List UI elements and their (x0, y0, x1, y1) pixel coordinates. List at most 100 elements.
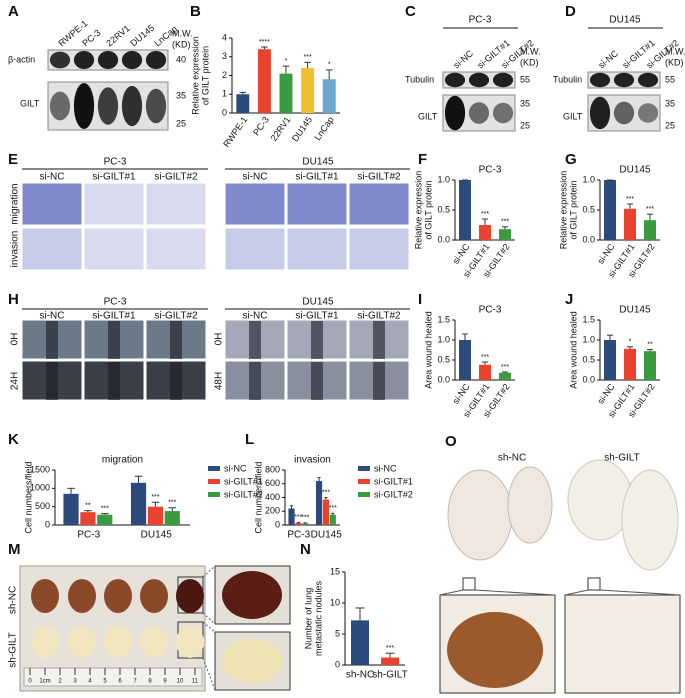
row-label: invasion (10, 231, 21, 268)
blot-row-label: Tubulin (553, 74, 582, 84)
significance: **** (259, 39, 270, 46)
panel-letter: J (565, 291, 573, 308)
y-axis-label: Relative expression (413, 171, 423, 250)
panel-letter: O (445, 433, 457, 450)
zoom-line (202, 657, 216, 691)
y-tick-label: 1.0 (582, 174, 595, 184)
bar (63, 493, 79, 525)
micrograph (21, 227, 83, 271)
y-tick-label: 500 (35, 501, 50, 511)
ruler (23, 667, 203, 687)
y-tick-label: 0.0 (582, 374, 595, 384)
band (613, 101, 635, 125)
ruler-label: 8 (148, 679, 152, 685)
y-tick-label: 5 (335, 628, 340, 638)
y-tick-label: 2 (222, 70, 227, 80)
chart-title: invasion (294, 455, 331, 466)
band (492, 102, 514, 124)
micrograph (145, 182, 207, 226)
significance: *** (501, 219, 509, 226)
wound-gap (170, 362, 182, 400)
lane-label: si-NC (596, 48, 620, 70)
band (492, 72, 514, 88)
column-label: si-GILT#1 (295, 172, 339, 183)
y-tick-label: 0 (45, 519, 50, 529)
blot-row-label: Tubulin (405, 74, 434, 84)
y-tick-label: 0.0 (582, 234, 595, 244)
bar (499, 229, 511, 240)
y-axis-label: of GILT protein (568, 180, 578, 239)
significance: *** (151, 494, 159, 501)
column-label: si-NC (243, 172, 268, 183)
y-tick-label: 1 (222, 89, 227, 99)
mw-label: M.W. (172, 28, 193, 38)
mw-marker: 35 (665, 98, 675, 108)
legend-label: si-NC (374, 463, 397, 473)
band (637, 72, 659, 88)
row-label: migration (10, 183, 21, 224)
y-axis-label: Area wound healed (423, 311, 433, 389)
panel-letter: H (8, 291, 19, 308)
y-axis-label: of GILT protein (423, 180, 433, 239)
chart-title: PC-3 (479, 305, 502, 316)
mw-label: (KD) (172, 39, 191, 49)
lung (140, 626, 168, 658)
wound-gap (373, 321, 385, 359)
bar (499, 372, 511, 380)
lane-label: 22RV1 (104, 23, 131, 48)
ruler-label: 2 (58, 679, 62, 685)
micrograph (224, 182, 286, 226)
panel-letter: G (565, 151, 577, 168)
band (468, 72, 490, 88)
micrograph (348, 182, 410, 226)
y-axis-label: Cell numbers/field (253, 461, 263, 533)
bar (644, 351, 656, 380)
mw-marker: 25 (176, 118, 186, 128)
significance: *** (294, 514, 302, 521)
chart-title: PC-3 (479, 165, 502, 176)
row-label: 24H (10, 372, 21, 390)
y-tick-label: 0.5 (582, 204, 595, 214)
bar (97, 514, 113, 525)
y-axis-label: metastatic nodules (313, 580, 323, 656)
significance: *** (481, 354, 489, 361)
tumor-stain (447, 612, 543, 688)
column-label: sh-NC (498, 453, 526, 464)
mw-label: M.W. (520, 46, 541, 56)
band (97, 87, 119, 125)
x-tick-label: PC-3 (77, 530, 100, 541)
legend-label: si-GILT#1 (224, 476, 263, 486)
panel-letter: D (565, 3, 576, 20)
y-tick-label: 0.0 (437, 374, 450, 384)
panel-letter: K (8, 431, 19, 448)
column-label: si-GILT#2 (154, 172, 198, 183)
lung (68, 626, 96, 658)
y-tick-label: 4 (222, 32, 227, 42)
bar (236, 94, 250, 113)
blot-row-label: β-actin (8, 54, 35, 64)
significance: ** (85, 503, 91, 510)
y-tick-label: 0 (222, 107, 227, 117)
panel-letter: C (405, 3, 416, 20)
x-tick-label: sh-GILT (372, 670, 407, 681)
significance: *** (626, 196, 634, 203)
band (589, 72, 611, 88)
bar (604, 340, 616, 380)
band (444, 95, 466, 131)
lung (68, 579, 96, 613)
bar (624, 208, 636, 240)
y-axis-label: Relative expression (558, 171, 568, 250)
legend-label: si-GILT#2 (224, 489, 263, 499)
band (444, 72, 466, 88)
band (121, 51, 143, 69)
y-tick-label: 400 (265, 492, 280, 502)
legend-swatch (358, 466, 370, 471)
row-label: sh-GILT (8, 632, 19, 667)
wound-gap (108, 362, 120, 400)
bar (329, 514, 336, 525)
bar (295, 522, 302, 525)
x-tick-label: DU145 (141, 530, 173, 541)
column-label: si-GILT#2 (357, 172, 401, 183)
micrograph (348, 227, 410, 271)
panel-letter: E (8, 151, 18, 168)
